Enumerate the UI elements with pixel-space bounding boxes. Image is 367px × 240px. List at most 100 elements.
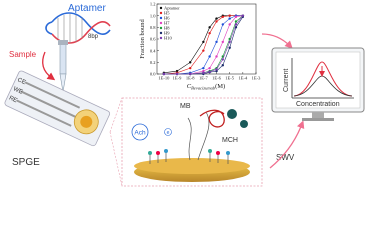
series-line: [163, 15, 243, 75]
y-tick-label: 0.2: [150, 60, 156, 65]
data-point: [189, 61, 192, 64]
pipette: [58, 40, 68, 93]
data-point: [221, 64, 224, 67]
ach-circle: [131, 123, 149, 141]
concentration-label: Concentration: [296, 101, 340, 108]
sample-arrow: [42, 51, 56, 81]
data-point: [175, 69, 179, 73]
x-tick-label: 1E-6: [212, 76, 221, 81]
x-tick-label: 1E-4: [238, 76, 247, 81]
data-point: [175, 72, 179, 76]
we-label: WE: [12, 86, 23, 96]
y-tick-label: 1.2: [150, 2, 156, 7]
legend-marker: [159, 31, 163, 35]
data-point: [208, 66, 211, 70]
electron-circle: [164, 128, 172, 136]
x-label-symbol: C: [187, 83, 192, 90]
data-point: [228, 17, 231, 20]
current-label: Current: [283, 69, 290, 92]
data-point: [221, 15, 224, 19]
binding-chart: Fraction bound CBevacizumab(M) 0.0 0.2 0.4…: [139, 2, 261, 91]
data-point: [215, 69, 218, 73]
zoom-line: [109, 97, 123, 133]
x-axis-label: CBevacizumab(M): [187, 83, 225, 91]
ach-label: Ach: [134, 130, 146, 137]
data-point: [208, 55, 211, 58]
data-point: [228, 46, 231, 49]
swv-label: SWV: [276, 153, 295, 162]
data-point: [189, 72, 192, 76]
data-point: [208, 31, 211, 35]
electrode-strip: CE WE RE: [4, 70, 111, 147]
series-line: [163, 15, 243, 75]
ce-label: CE: [16, 77, 26, 86]
y-axis-label: Fraction bound: [139, 18, 146, 58]
sample-label: Sample: [9, 50, 37, 59]
data-point: [208, 26, 211, 29]
data-point: [234, 23, 238, 26]
aptamer-helix: [45, 12, 111, 44]
legend-label: H9: [164, 31, 170, 36]
data-point: [228, 14, 231, 17]
legend-marker: [159, 36, 163, 40]
x-label-unit: (M): [215, 83, 225, 90]
data-point: [221, 40, 224, 44]
plot-frame: [156, 3, 257, 75]
x-tick-label: 1E-9: [173, 76, 182, 81]
zoom-line: [109, 131, 123, 187]
data-point: [234, 15, 238, 19]
data-point: [202, 66, 205, 70]
surface-molecules: [149, 111, 229, 164]
data-point: [215, 17, 218, 20]
spge-label: SPGE: [12, 157, 40, 168]
mch-label: MCH: [222, 137, 238, 144]
series-line: [163, 15, 244, 75]
x-tick-label: 1E-5: [225, 76, 234, 81]
legend-label: H5: [164, 11, 170, 16]
data-point: [189, 66, 192, 70]
legend-marker: [159, 11, 163, 15]
data-point: [228, 23, 231, 26]
aptamer-loop: [199, 109, 225, 128]
graphical-abstract: Aptamer 8bp Sample CE WE RE SPGE Ach: [4, 2, 365, 187]
data-point: [208, 70, 211, 73]
data-point: [202, 71, 205, 75]
bp-label: 8bp: [88, 34, 99, 40]
x-label-subscript: Bevacizumab: [191, 86, 216, 91]
y-tick-label: 0.0: [150, 72, 156, 77]
aptamer-label: Aptamer: [68, 3, 106, 14]
legend-marker: [159, 21, 163, 25]
re-label: RE: [8, 95, 18, 104]
monitor: [271, 47, 365, 121]
data-point: [202, 69, 205, 73]
y-tick-label: 1.0: [150, 13, 156, 18]
mb-label: MB: [180, 103, 191, 110]
gold-surface: [134, 158, 250, 182]
legend-label: Aptamer: [164, 6, 180, 11]
data-point: [241, 14, 245, 17]
legend-label: H8: [164, 26, 170, 31]
x-tick-label: 1E-7: [199, 76, 208, 81]
data-point: [215, 40, 218, 44]
swv-arrow: [269, 120, 305, 169]
chart-arrow: [261, 33, 293, 49]
data-point: [228, 40, 231, 44]
data-point: [221, 23, 224, 26]
y-tick-label: 0.4: [150, 48, 156, 53]
protein: [240, 120, 248, 128]
data-point: [215, 20, 218, 23]
data-point: [215, 55, 218, 58]
x-tick-label: 1E-8: [186, 76, 195, 81]
electron-label: e: [167, 130, 170, 136]
legend-marker: [159, 26, 163, 30]
protein: [227, 109, 237, 119]
legend-marker: [159, 16, 163, 20]
legend-label: H7: [164, 21, 170, 26]
data-point: [162, 72, 166, 76]
data-point: [221, 58, 224, 61]
data-point: [202, 49, 205, 52]
data-point: [234, 20, 238, 23]
x-tick-label: 1E-3: [252, 76, 261, 81]
y-tick-label: 0.6: [150, 37, 156, 42]
data-point: [202, 40, 205, 44]
